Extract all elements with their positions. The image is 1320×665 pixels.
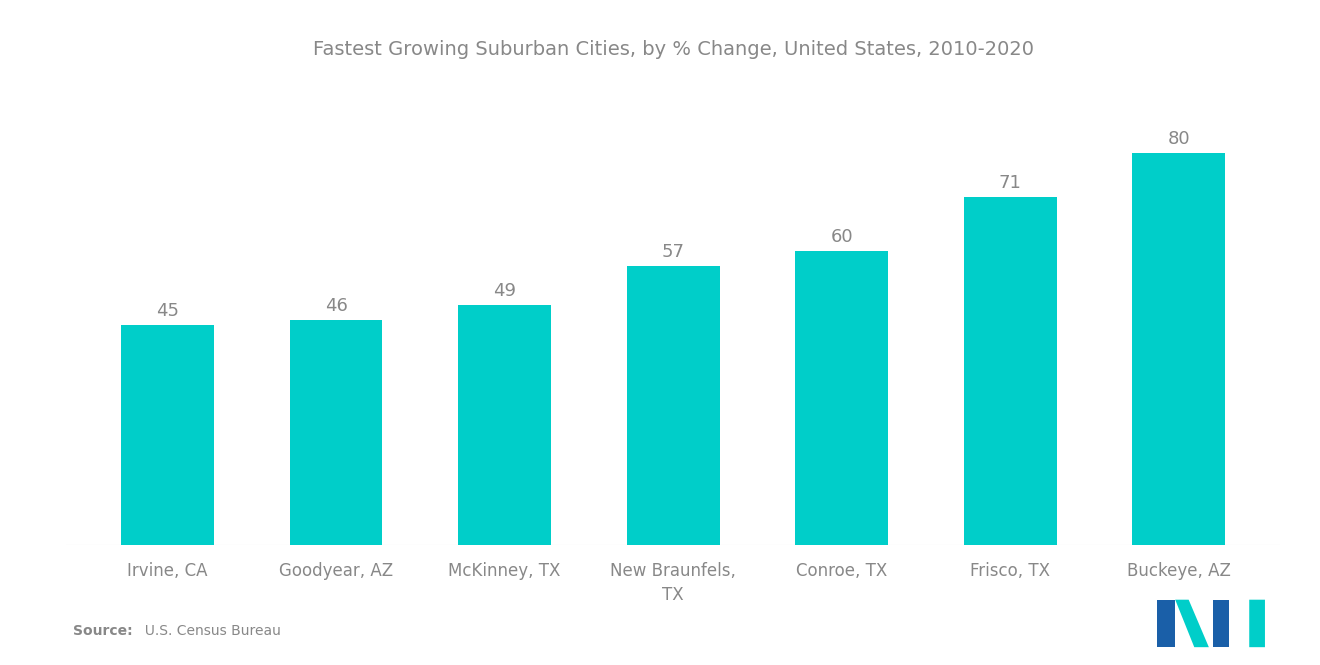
Bar bbox=[796, 251, 888, 545]
Text: 80: 80 bbox=[1167, 130, 1191, 148]
Text: 49: 49 bbox=[494, 283, 516, 301]
Text: U.S. Census Bureau: U.S. Census Bureau bbox=[136, 624, 281, 638]
Polygon shape bbox=[1213, 600, 1229, 647]
Text: 60: 60 bbox=[830, 228, 853, 247]
Text: 45: 45 bbox=[156, 302, 180, 320]
Title: Fastest Growing Suburban Cities, by % Change, United States, 2010-2020: Fastest Growing Suburban Cities, by % Ch… bbox=[313, 40, 1034, 59]
Bar bbox=[458, 305, 550, 545]
Bar bbox=[1133, 154, 1225, 545]
Bar bbox=[627, 266, 719, 545]
Polygon shape bbox=[1158, 600, 1175, 647]
Polygon shape bbox=[1175, 600, 1209, 647]
Bar bbox=[121, 325, 214, 545]
Polygon shape bbox=[1229, 600, 1265, 647]
Text: 46: 46 bbox=[325, 297, 347, 315]
Bar bbox=[964, 198, 1056, 545]
Text: 71: 71 bbox=[999, 174, 1022, 192]
Text: Source:: Source: bbox=[73, 624, 132, 638]
Bar bbox=[290, 320, 383, 545]
Text: 57: 57 bbox=[661, 243, 685, 261]
